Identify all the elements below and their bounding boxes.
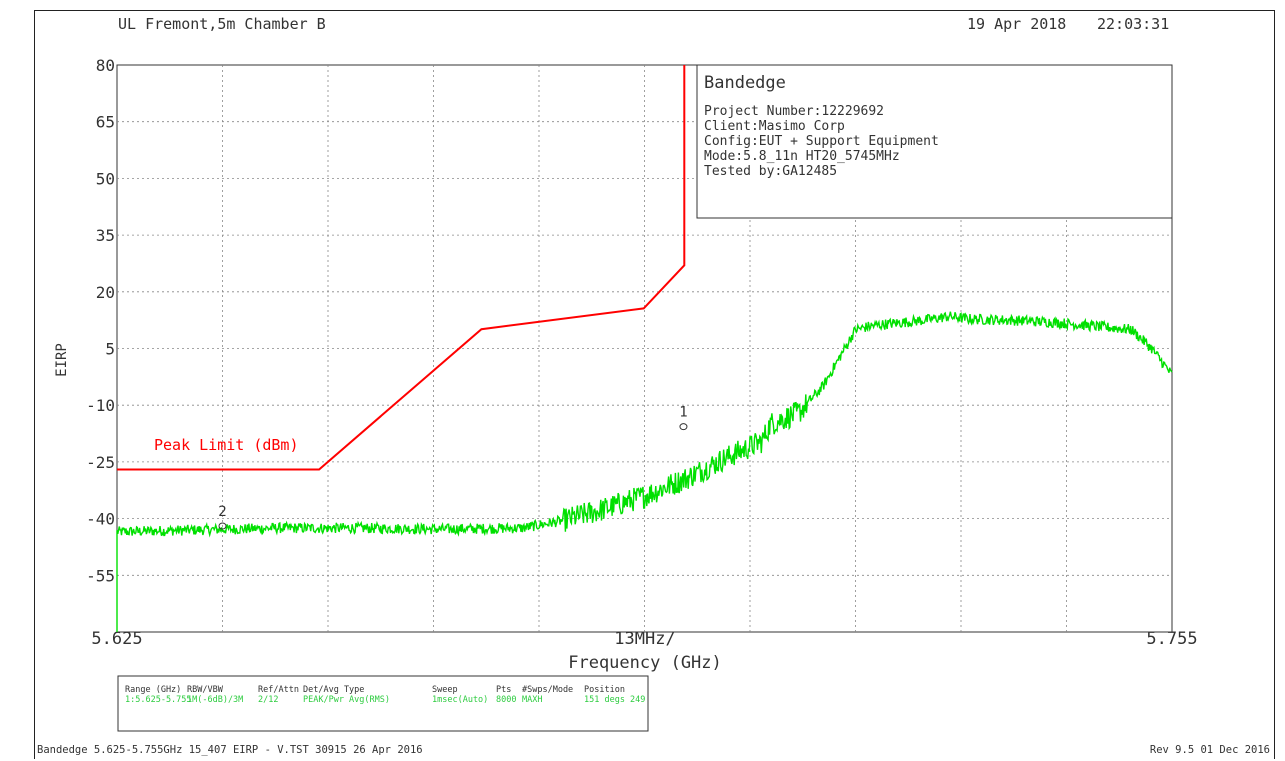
time-label: 22:03:31 bbox=[1097, 15, 1169, 33]
info-line-project: Project Number:12229692 bbox=[704, 104, 884, 119]
y-tick-label: 50 bbox=[96, 169, 115, 188]
y-tick-label: 5 bbox=[105, 340, 115, 359]
info-line-client: Client:Masimo Corp bbox=[704, 119, 845, 134]
measured-trace-line bbox=[116, 311, 1173, 632]
x-axis-label: Frequency (GHz) bbox=[568, 653, 722, 673]
y-tick-label: -25 bbox=[86, 453, 115, 472]
settings-header: Ref/Attn bbox=[258, 685, 299, 695]
settings-value: 2/12 bbox=[258, 695, 278, 705]
settings-value: MAXH bbox=[522, 695, 542, 705]
settings-value: 1msec(Auto) bbox=[432, 695, 488, 705]
footer-left: Bandedge 5.625-5.755GHz 15_407 EIRP - V.… bbox=[37, 744, 423, 756]
info-line-tested-by: Tested by:GA12485 bbox=[704, 164, 837, 179]
info-line-mode: Mode:5.8_11n HT20_5745MHz bbox=[704, 149, 900, 164]
settings-table: Range (GHz) RBW/VBW Ref/Attn Det/Avg Type Sw… bbox=[125, 685, 645, 705]
settings-box bbox=[117, 675, 649, 732]
x-start-label: 5.625 bbox=[91, 629, 142, 649]
settings-value: 1M(-6dB)/3M bbox=[187, 695, 243, 705]
date-label: 19 Apr 2018 bbox=[967, 15, 1066, 33]
x-stop-label: 5.755 bbox=[1146, 629, 1197, 649]
settings-header: Sweep bbox=[432, 685, 458, 695]
y-axis-label: EIRP bbox=[54, 343, 70, 377]
marker-2-symbol bbox=[218, 522, 227, 530]
report-sheet bbox=[34, 10, 1275, 759]
site-label: UL Fremont,5m Chamber B bbox=[118, 15, 326, 33]
y-tick-labels: 80 65 50 35 20 5 -10 -25 -40 -55 bbox=[86, 56, 115, 585]
peak-limit-line bbox=[117, 65, 686, 471]
settings-header: Range (GHz) bbox=[125, 685, 181, 695]
y-tick-label: 80 bbox=[96, 56, 115, 75]
y-tick-label: -55 bbox=[86, 566, 115, 585]
settings-header: Pts bbox=[496, 685, 511, 695]
settings-header: RBW/VBW bbox=[187, 685, 224, 695]
settings-header: #Swps/Mode bbox=[522, 685, 573, 695]
footer-right: Rev 9.5 01 Dec 2016 bbox=[1150, 744, 1270, 756]
info-box bbox=[696, 64, 1173, 219]
x-span-label: 13MHz/ bbox=[614, 629, 675, 649]
peak-limit-label: Peak Limit (dBm) bbox=[154, 436, 299, 454]
y-tick-label: -40 bbox=[86, 510, 115, 529]
y-tick-label: -10 bbox=[86, 396, 115, 415]
trace-markers: 12 bbox=[218, 405, 688, 530]
y-tick-label: 20 bbox=[96, 283, 115, 302]
settings-header: Position bbox=[584, 685, 625, 695]
settings-value: PEAK/Pwr Avg(RMS) bbox=[303, 695, 390, 705]
plot-grid bbox=[117, 65, 1172, 632]
info-title: Bandedge bbox=[704, 73, 786, 93]
settings-value: 8000 bbox=[496, 695, 516, 705]
marker-2-label: 2 bbox=[218, 504, 226, 520]
marker-1-label: 1 bbox=[679, 405, 687, 421]
settings-value: 151 degs 249 bbox=[584, 695, 645, 705]
settings-header: Det/Avg Type bbox=[303, 685, 364, 695]
settings-value: 1:5.625-5.755 bbox=[125, 695, 192, 705]
y-tick-label: 35 bbox=[96, 226, 115, 245]
marker-1-symbol bbox=[679, 423, 688, 431]
y-tick-label: 65 bbox=[96, 113, 115, 132]
info-line-config: Config:EUT + Support Equipment bbox=[704, 134, 939, 149]
